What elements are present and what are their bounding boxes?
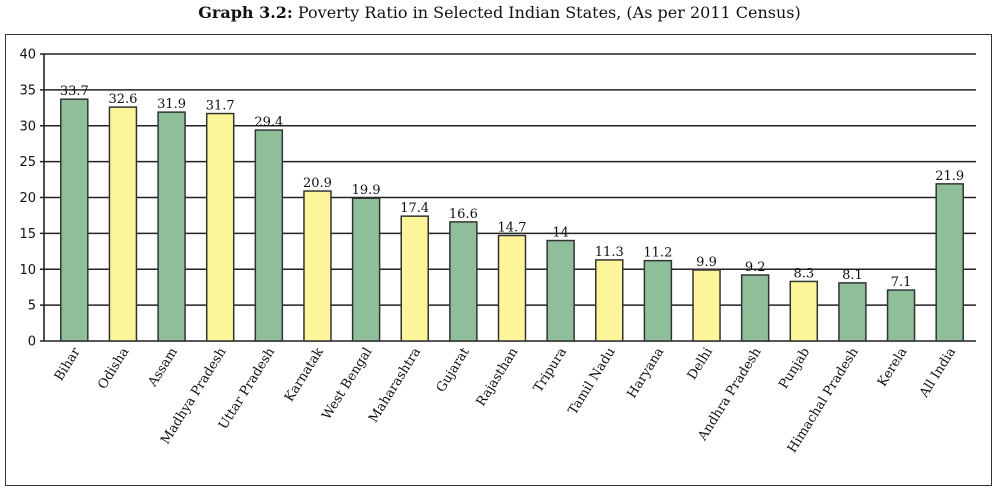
value-label-maharashtra: 17.4 [400,201,429,216]
value-label-kerela: 7.1 [891,275,912,290]
value-label-punjab: 8.3 [793,266,814,281]
value-label-tamil-nadu: 11.3 [595,245,624,260]
bar-kerela [886,289,916,342]
bar-punjab [789,280,819,342]
value-label-madhya-pradesh: 31.7 [206,99,235,114]
y-tick-label-35: 35 [19,83,36,98]
bar-west-bengal [351,197,381,342]
chart-title: Graph 3.2: Poverty Ratio in Selected Ind… [0,0,999,30]
value-label-odisha: 32.6 [108,92,137,107]
bar-gujarat [449,221,478,342]
bar-uttar-pradesh [254,129,284,342]
bar-chart: 0 5 10 15 20 25 30 35 40 33.7 Bihar 32.6 Odisha 31.9 A… [19,48,976,456]
category-label-bihar: Bihar [52,345,84,384]
y-tick-label-40: 40 [19,48,36,63]
category-label-haryana: Haryana [625,345,668,401]
value-label-rajasthan: 14.7 [498,221,527,236]
y-tick-label-0: 0 [28,335,36,350]
bar-delhi [692,269,721,342]
y-tick-label-15: 15 [19,227,36,242]
bar-maharashtra [400,215,429,342]
category-label-rajasthan: Rajasthan [474,345,522,409]
category-label-west-bengal: West Bengal [319,345,375,422]
y-tick-label-30: 30 [19,119,36,134]
category-label-kerela: Kerela [875,345,911,390]
value-label-tripura: 14 [552,226,569,241]
bar-odisha [108,106,138,342]
y-tick-label-25: 25 [19,155,36,170]
category-label-maharashtra: Maharashtra [366,345,424,426]
value-label-andhra-pradesh: 9.2 [745,260,766,275]
category-label-tripura: Tripura [531,345,570,395]
chart-title-number: Graph 3.2: [198,3,293,22]
value-label-all-india: 21.9 [935,169,964,184]
category-label-delhi: Delhi [685,345,716,382]
category-label-karnatak: Karnatak [282,345,327,404]
y-tick-label-5: 5 [28,299,36,314]
value-label-delhi: 9.9 [696,255,717,270]
chart-title-text: Poverty Ratio in Selected Indian States,… [292,3,801,22]
bar-andhra-pradesh [740,274,770,342]
category-label-all-india: All India [916,345,959,401]
bar-bihar [60,98,89,342]
value-label-haryana: 11.2 [643,246,672,261]
bar-himachal-pradesh [838,282,867,342]
bar-karnatak [303,190,332,342]
bar-tripura [546,239,575,342]
y-tick-label-20: 20 [19,191,36,206]
bar-all-india [935,183,964,342]
bar-tamil-nadu [595,259,624,342]
category-label-tamil-nadu: Tamil Nadu [566,345,619,417]
bar-assam [157,111,186,342]
bar-madhya-pradesh [205,112,235,342]
chart-frame: 0 5 10 15 20 25 30 35 40 33.7 Bihar 32.6 Odisha 31.9 A… [5,34,992,486]
value-label-bihar: 33.7 [60,84,89,99]
value-label-karnatak: 20.9 [303,176,332,191]
value-label-gujarat: 16.6 [449,207,478,222]
y-tick-label-10: 10 [19,263,36,278]
bar-rajasthan [497,234,527,342]
value-label-assam: 31.9 [157,97,186,112]
category-label-punjab: Punjab [776,345,813,392]
bar-haryana [643,259,673,342]
value-label-himachal-pradesh: 8.1 [842,268,863,283]
category-label-gujarat: Gujarat [434,345,473,396]
category-label-assam: Assam [145,345,181,390]
value-label-west-bengal: 19.9 [352,183,381,198]
value-label-uttar-pradesh: 29.4 [254,115,283,130]
category-label-odisha: Odisha [95,345,132,392]
